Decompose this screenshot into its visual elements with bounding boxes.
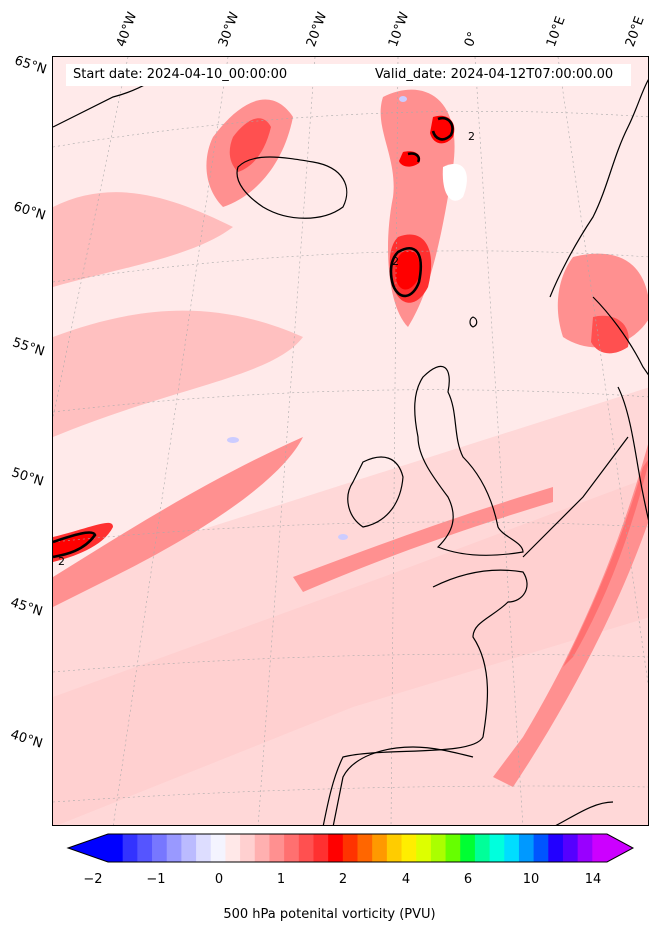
colorbar-swatch <box>122 834 138 862</box>
colorbar-swatch <box>460 834 476 862</box>
lat-label-40n: 40°N <box>8 727 45 752</box>
colorbar-swatch <box>416 834 432 862</box>
colorbar-swatch <box>518 834 535 862</box>
header-box <box>66 64 631 86</box>
colorbar-swatch <box>562 834 579 862</box>
colorbar-swatch <box>137 834 153 862</box>
colorbar-swatch <box>430 834 447 862</box>
lon-label-20w: 20°W <box>303 10 331 49</box>
colorbar-tick: −2 <box>83 872 103 887</box>
colorbar-tick: 6 <box>463 872 473 887</box>
lon-label-30w: 30°W <box>215 10 243 49</box>
colorbar-tick: 10 <box>522 872 540 887</box>
colorbar-swatch <box>210 834 226 862</box>
lon-label-20e: 20°E <box>622 14 648 50</box>
lon-label-10w: 10°W <box>385 10 413 49</box>
colorbar-tick: −1 <box>146 872 166 887</box>
lat-label-65n: 65°N <box>12 53 49 78</box>
colorbar-swatch <box>108 834 124 862</box>
colorbar-swatch <box>357 834 373 862</box>
colorbar-swatch <box>166 834 182 862</box>
lat-label-60n: 60°N <box>11 199 48 224</box>
colorbar-outline <box>66 833 635 863</box>
colorbar-swatch <box>284 834 300 862</box>
pv2-contour <box>53 116 454 559</box>
colorbar-swatch <box>225 834 241 862</box>
lat-label-55n: 55°N <box>10 335 47 360</box>
colorbar-swatch <box>577 834 593 862</box>
colorbar-tick: 0 <box>214 872 224 887</box>
colorbar-swatch <box>533 834 549 862</box>
lon-label-40w: 40°W <box>113 10 141 49</box>
colorbar-swatch <box>328 834 344 862</box>
contour-label: 2 <box>468 130 475 143</box>
colorbar-tick: 4 <box>401 872 411 887</box>
coastline <box>53 66 648 825</box>
colorbar <box>66 833 635 863</box>
colorbar-label: 500 hPa potenital vorticity (PVU) <box>223 907 436 922</box>
lat-label-45n: 45°N <box>8 595 45 620</box>
colorbar-swatch <box>386 834 403 862</box>
colorbar-swatch <box>254 834 270 862</box>
colorbar-swatch <box>181 834 197 862</box>
colorbar-swatch <box>401 834 417 862</box>
colorbar-tick: 14 <box>584 872 602 887</box>
contour-label: 2 <box>58 555 65 568</box>
lon-label-0: 0° <box>461 29 482 49</box>
map-panel <box>52 56 649 826</box>
pv-field-map <box>53 57 648 825</box>
colorbar-swatch <box>342 834 358 862</box>
colorbar-tick: 1 <box>276 872 286 887</box>
colorbar-swatch <box>592 834 608 862</box>
colorbar-extend-max <box>607 834 633 862</box>
valid-date-text: Valid_date: 2024-04-12T07:00:00.00 <box>375 67 614 82</box>
contour-label: 2 <box>392 255 399 268</box>
lat-label-50n: 50°N <box>9 465 46 490</box>
colorbar-swatch <box>474 834 491 862</box>
colorbar-tick: 2 <box>338 872 348 887</box>
colorbar-swatch <box>445 834 461 862</box>
colorbar-swatch <box>269 834 285 862</box>
lon-label-10e: 10°E <box>543 14 569 50</box>
colorbar-swatch <box>298 834 314 862</box>
colorbar-swatch <box>548 834 564 862</box>
colorbar-swatch <box>504 834 520 862</box>
colorbar-swatch <box>489 834 505 862</box>
colorbar-swatch <box>196 834 212 862</box>
colorbar-swatch <box>152 834 168 862</box>
colorbar-swatch <box>240 834 256 862</box>
start-date-text: Start date: 2024-04-10_00:00:00 <box>73 67 288 82</box>
colorbar-extend-min <box>68 834 108 862</box>
colorbar-swatch <box>372 834 388 862</box>
colorbar-swatch <box>313 834 329 862</box>
